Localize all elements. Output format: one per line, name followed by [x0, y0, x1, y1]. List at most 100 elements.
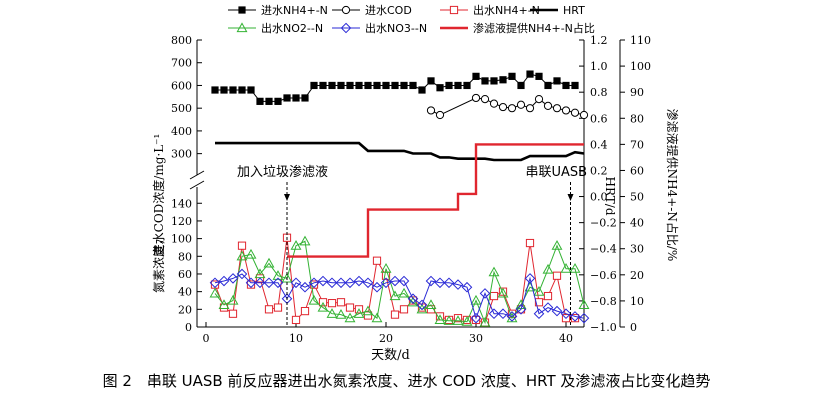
x-tick-label: 30 [469, 332, 483, 345]
nh4_in-point [400, 81, 408, 90]
no2_out-point [263, 257, 275, 268]
nh4_in-point [382, 81, 390, 90]
nh4_in-point [364, 81, 372, 90]
legend-label: 渗滤液提供NH4+-N占比 [473, 21, 595, 35]
no2_out-point [326, 308, 338, 318]
cod_in-point [570, 108, 580, 117]
cod_in-point [498, 102, 508, 112]
cod_in-point [426, 106, 436, 115]
no3_out-point [515, 304, 527, 315]
no3_out-point [398, 275, 410, 287]
y-left-lower-tick-label: 100 [171, 233, 192, 246]
nh4_in-point [562, 81, 570, 90]
nh4_in-point [499, 76, 507, 84]
no2_out-point [425, 299, 437, 310]
y-right2-tick-label: 10 [630, 295, 644, 308]
no2_out-point [344, 312, 356, 323]
no2_out-point [281, 272, 293, 283]
no3_out-point [335, 277, 347, 289]
no2_out-point [218, 299, 230, 310]
legend-swatch-marker [341, 5, 351, 15]
nh4_in-point [301, 94, 309, 102]
annotation-label: 串联UASB [526, 165, 588, 180]
nh4_out-point [372, 256, 382, 265]
no3_out-point [506, 311, 518, 322]
cod_in-point [471, 93, 481, 103]
legend-swatch-marker [238, 6, 246, 14]
no3_out-point [578, 312, 590, 324]
nh4_in-point [553, 77, 561, 85]
no3_out-point [497, 308, 509, 320]
y-right-tick-label: 1.0 [590, 60, 608, 73]
y-right2-tick-label: 40 [630, 217, 644, 230]
no2_out-point [578, 299, 590, 310]
no2_out-point [362, 305, 374, 316]
no3_out-point [353, 275, 365, 287]
cod_in-point [507, 104, 517, 113]
y-right-label: HRT/d [603, 176, 617, 215]
nh4_in-point [517, 81, 525, 90]
no2_out-point [272, 270, 284, 280]
legend-label: 出水NO3--N [365, 21, 427, 35]
no3_out-point [245, 277, 257, 289]
nh4_in-point [463, 81, 471, 90]
no3_out-point [461, 281, 473, 293]
nh4_in-point [418, 86, 426, 94]
y-right2-tick-label: 80 [630, 112, 644, 125]
axis-break-mark [189, 180, 205, 190]
no2_out-point [470, 294, 482, 305]
no2_out-point [290, 240, 302, 250]
no2_out-point [299, 235, 311, 246]
x-tick-label: 20 [379, 332, 393, 345]
no2_out-point [416, 303, 428, 314]
x-tick-label: 10 [289, 332, 303, 345]
nh4_in-point [328, 81, 336, 90]
y-right2-tick-label: 50 [630, 191, 644, 204]
y-right2-label: 渗滤液提供NH4+-N占比/% [665, 109, 680, 262]
no3_out-point [317, 275, 329, 287]
y-left-lower-tick-label: 0 [185, 321, 192, 334]
x-axis-label: 天数/d [371, 348, 410, 363]
cod_in-point [480, 94, 490, 104]
nh4_out-point [543, 291, 553, 301]
cod_in-point [552, 104, 562, 113]
no2_out-point [227, 294, 239, 305]
nh4_in-point [283, 94, 291, 102]
y-right-tick-label: −0.8 [590, 295, 617, 308]
no3_out-point [263, 277, 275, 289]
no2_out-point [209, 287, 221, 298]
cod_in-point [561, 106, 571, 115]
no3_out-point [416, 299, 428, 311]
y-right2-tick-label: 30 [630, 243, 644, 256]
legend-swatch-marker [340, 22, 352, 34]
cod_in-point [534, 94, 544, 104]
no2_out-point [560, 263, 572, 273]
cod_in-point [435, 110, 445, 120]
no3_out-point [560, 308, 572, 320]
no2_out-point [236, 250, 248, 261]
no3_out-point [308, 277, 320, 289]
y-left-upper-tick-label: 600 [171, 79, 192, 92]
nh4_in-point [256, 97, 264, 105]
cod_in-line [430, 97, 585, 116]
no3_out-point [380, 277, 392, 289]
nh4_in-point [454, 81, 462, 90]
no2_out-point [380, 263, 392, 273]
no2_out-point [335, 309, 347, 319]
nh4_in-point [373, 81, 381, 90]
y-right-tick-label: 0.8 [590, 86, 608, 99]
y-right-tick-label: 0.2 [590, 164, 608, 177]
cod_in-point [543, 101, 553, 111]
nh4_out-point [228, 309, 238, 318]
annotation-arrow [567, 194, 574, 201]
nh4_in-point [436, 84, 444, 92]
y-right2-tick-label: 0 [630, 321, 637, 334]
nh4_in-point [274, 97, 282, 105]
no3_out-point [290, 277, 302, 289]
y-right-tick-label: −1.0 [590, 321, 617, 334]
no3_out-point [470, 312, 482, 324]
nh4_in-point [571, 81, 579, 90]
legend-swatch-marker [236, 22, 248, 33]
nh4_in-point [220, 86, 228, 94]
no2_out-point [452, 315, 464, 325]
